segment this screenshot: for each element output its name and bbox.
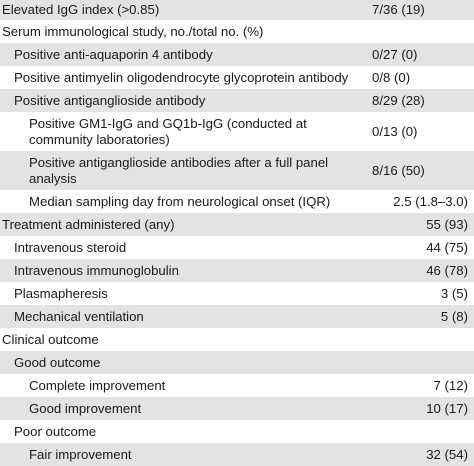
row-label: Positive antiganglioside antibody — [14, 92, 206, 108]
section-heading: Clinical outcome — [2, 331, 99, 347]
table-row-good-outcome: Good outcome — [0, 351, 474, 374]
row-value: 0/8 (0) — [372, 69, 411, 85]
table-row-poor-outcome: Poor outcome — [0, 420, 474, 443]
table-row-clinical-outcome: Clinical outcome — [0, 328, 474, 351]
section-heading: Treatment administered (any) — [2, 216, 175, 232]
row-label: Fair improvement — [29, 446, 132, 462]
row-value: 3 (5) — [440, 285, 468, 301]
table-row-full-panel-antiganglioside: Positive antiganglioside antibodies afte… — [0, 151, 474, 190]
row-label: Intravenous immunoglobulin — [14, 262, 179, 278]
row-value: 0/27 (0) — [372, 46, 418, 62]
table-row-good-improvement: Good improvement 10 (17) — [0, 397, 474, 420]
table-row-elevated-igg-index: Elevated IgG index (>0.85) 7/36 (19) — [0, 0, 474, 20]
table-row-complete-improvement: Complete improvement 7 (12) — [0, 374, 474, 397]
row-label: Positive GM1-IgG and GQ1b-IgG (conducted… — [29, 115, 307, 147]
row-label: Good improvement — [29, 400, 142, 416]
table-row-mechanical-ventilation: Mechanical ventilation 5 (8) — [0, 305, 474, 328]
row-value: 8/16 (50) — [372, 162, 425, 178]
table-row-intravenous-steroid: Intravenous steroid 44 (75) — [0, 236, 474, 259]
table-row-fair-improvement: Fair improvement 32 (54) — [0, 443, 474, 466]
row-label: Intravenous steroid — [14, 239, 127, 255]
row-value: 32 (54) — [426, 446, 468, 462]
row-value: 2.5 (1.8–3.0) — [393, 193, 468, 209]
row-label: Poor outcome — [14, 423, 97, 439]
table-row-antiganglioside: Positive antiganglioside antibody 8/29 (… — [0, 89, 474, 112]
row-value: 0/13 (0) — [372, 123, 418, 139]
row-value: 8/29 (28) — [372, 92, 425, 108]
row-value: 7/36 (19) — [372, 2, 425, 17]
table-row-serum-immunological-study: Serum immunological study, no./total no.… — [0, 20, 474, 43]
table-row-median-sampling-day: Median sampling day from neurological on… — [0, 190, 474, 213]
row-label: Elevated IgG index (>0.85) — [2, 2, 160, 17]
row-label: Positive antiganglioside antibodies afte… — [29, 154, 329, 186]
row-value: 10 (17) — [426, 400, 468, 416]
row-label: Positive anti-aquaporin 4 antibody — [14, 46, 213, 62]
table-row-intravenous-immunoglobulin: Intravenous immunoglobulin 46 (78) — [0, 259, 474, 282]
table-row-plasmapheresis: Plasmapheresis 3 (5) — [0, 282, 474, 305]
row-label: Good outcome — [14, 354, 101, 370]
table-row-treatment-administered: Treatment administered (any) 55 (93) — [0, 213, 474, 236]
table-row-antimyelin-oligodendrocyte: Positive antimyelin oligodendrocyte glyc… — [0, 66, 474, 89]
row-value: 46 (78) — [426, 262, 468, 278]
row-value: 44 (75) — [426, 239, 468, 255]
row-value: 7 (12) — [433, 377, 468, 393]
section-heading: Serum immunological study, no./total no.… — [2, 23, 264, 39]
row-label: Mechanical ventilation — [14, 308, 144, 324]
row-label: Complete improvement — [29, 377, 166, 393]
table-row-gm1-gq1b-igg: Positive GM1-IgG and GQ1b-IgG (conducted… — [0, 112, 474, 151]
row-label: Positive antimyelin oligodendrocyte glyc… — [14, 69, 349, 85]
row-value: 5 (8) — [440, 308, 468, 324]
row-label: Median sampling day from neurological on… — [29, 193, 331, 209]
row-value: 55 (93) — [426, 216, 468, 232]
row-label: Plasmapheresis — [14, 285, 108, 301]
table-row-anti-aquaporin-4: Positive anti-aquaporin 4 antibody 0/27 … — [0, 43, 474, 66]
